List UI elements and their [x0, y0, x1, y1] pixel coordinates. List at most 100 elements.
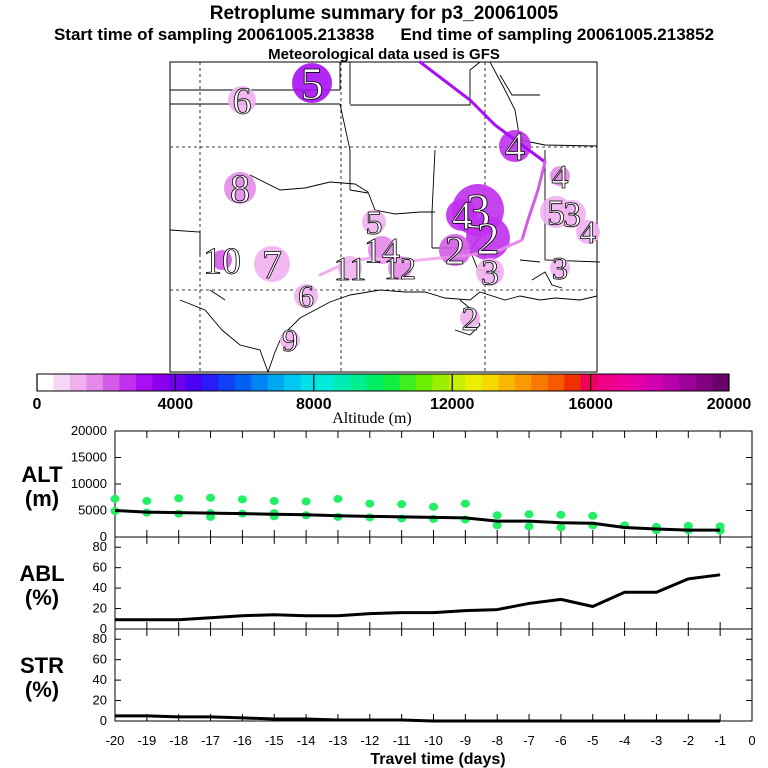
altitude-colorbar: 0 4000 8000 12000 16000 20000 [33, 373, 751, 413]
altitude-point [365, 513, 375, 522]
day-label: 3 [466, 183, 491, 239]
altitude-point [269, 512, 279, 521]
altitude-point [237, 495, 247, 504]
x-tick-label: -17 [201, 733, 220, 748]
x-tick-label: -10 [424, 733, 443, 748]
colorbar-swatch [218, 374, 236, 391]
day-label: 7 [262, 242, 282, 287]
altitude-bubble [224, 172, 256, 204]
altitude-point [460, 499, 470, 508]
altitude-point [142, 496, 152, 505]
altitude-point [174, 494, 184, 503]
altitude-point [301, 511, 311, 520]
altitude-point [333, 494, 343, 503]
colorbar-swatch [564, 374, 582, 391]
altitude-point [460, 515, 470, 524]
colorbar-swatch [696, 374, 714, 391]
colorbar-swatch [481, 374, 499, 391]
x-tick-label: -16 [233, 733, 252, 748]
x-tick-label: -11 [393, 733, 411, 748]
altitude-bubble [460, 308, 480, 328]
centroid-path [318, 60, 547, 277]
met-data-label: Meteorological data used is GFS [268, 46, 500, 63]
altitude-point [206, 512, 216, 521]
day-label: 8 [230, 166, 250, 211]
day-label: 2 [477, 213, 500, 264]
altitude-point [269, 496, 279, 505]
colorbar-swatch [448, 374, 466, 391]
altitude-point [142, 508, 152, 517]
colorbar-swatch [333, 374, 351, 391]
y-tick-label: 80 [93, 539, 107, 554]
x-tick-label: -20 [106, 733, 125, 748]
y-tick-label: 0 [100, 529, 107, 544]
day-label: 12 [384, 250, 416, 286]
day-label: 2 [462, 301, 479, 338]
colorbar-tick-label: 8000 [296, 396, 332, 413]
colorbar-swatch [300, 374, 318, 391]
colorbar-swatch [267, 374, 285, 391]
x-tick-label: -2 [683, 733, 695, 748]
altitude-bubble [228, 86, 256, 114]
altitude-bubble [550, 166, 570, 186]
colorbar-title: Altitude (m) [332, 410, 412, 427]
altitude-point [269, 509, 279, 518]
y-tick-label: 60 [93, 652, 107, 667]
mean-line [115, 573, 721, 622]
colorbar-swatch [251, 374, 269, 391]
day-label: 3 [552, 250, 568, 286]
x-tick-label: -13 [329, 733, 348, 748]
colorbar-swatch [37, 374, 54, 391]
colorbar-tick-label: 0 [33, 396, 42, 413]
panel-unit: (%) [25, 677, 59, 702]
y-tick-label: 0 [100, 621, 107, 636]
colorbar-swatch [201, 374, 219, 391]
x-tick-label: -7 [523, 733, 535, 748]
colorbar-swatch [383, 374, 400, 391]
x-tick-label: -14 [297, 733, 316, 748]
y-tick-label: 20 [93, 693, 107, 708]
colorbar-swatch [547, 374, 565, 391]
colorbar-swatch [597, 374, 615, 391]
panel-label: STR [20, 653, 64, 678]
colorbar-swatch [630, 374, 648, 391]
altitude-bubble [466, 216, 510, 260]
x-tick-label: -4 [619, 733, 631, 748]
x-tick-label: -19 [137, 733, 156, 748]
x-tick-label: -18 [169, 733, 188, 748]
altitude-point [492, 521, 502, 530]
altitude-bubble [368, 236, 396, 264]
altitude-bubble [540, 196, 572, 228]
colorbar-swatch [531, 374, 549, 391]
page-title: Retroplume summary for p3_20061005 [209, 3, 559, 24]
altitude-bubble [499, 130, 531, 162]
start-time-label: Start time of sampling 20061005.213838 [53, 25, 375, 44]
x-tick-label: -5 [587, 733, 599, 748]
colorbar-swatch [135, 374, 153, 391]
altitude-point [715, 522, 725, 531]
y-tick-label: 5000 [78, 503, 107, 518]
day-label: 11 [334, 251, 367, 288]
altitude-bubble [254, 246, 290, 282]
day-label: 4 [552, 159, 569, 196]
colorbar-swatch [185, 374, 203, 391]
day-label: 10 [203, 240, 241, 282]
altitude-bubble [439, 234, 471, 266]
altitude-bubble [212, 250, 232, 270]
altitude-bubble [550, 258, 570, 278]
day-label: 5 [547, 193, 565, 233]
colorbar-swatch [663, 374, 681, 391]
x-tick-label: -3 [651, 733, 663, 748]
colorbar-swatch [366, 374, 384, 391]
altitude-bubble [292, 63, 332, 103]
colorbar-swatch [284, 374, 302, 391]
colorbar-swatch [514, 374, 532, 391]
x-tick-label: -9 [460, 733, 472, 748]
altitude-point [206, 509, 216, 518]
map-gridlines [170, 62, 597, 372]
x-axis-label: Travel time (days) [370, 751, 505, 768]
y-tick-label: 10000 [71, 476, 107, 491]
colorbar-swatch [465, 374, 483, 391]
